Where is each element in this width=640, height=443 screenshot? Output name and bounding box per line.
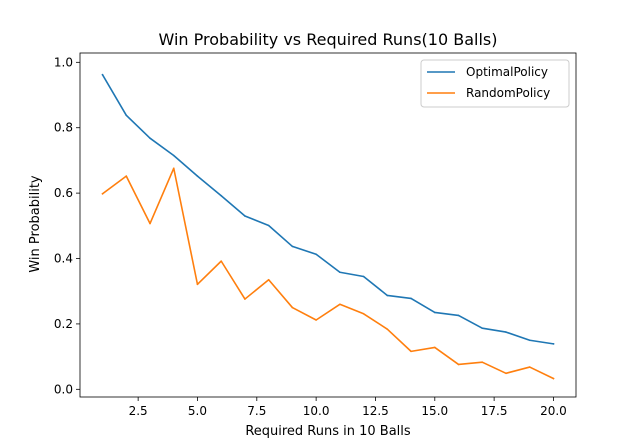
data-point-series-0-14: [433, 311, 436, 314]
data-point-series-0-17: [505, 331, 507, 333]
data-point-series-1-15: [457, 363, 460, 366]
data-point-series-0-3: [172, 154, 175, 157]
data-point-series-0-4: [196, 175, 199, 177]
data-point-series-0-6: [244, 215, 246, 217]
data-point-series-0-7: [267, 224, 270, 227]
data-point-series-0-16: [481, 327, 484, 329]
y-tick-label-2: 0.4: [54, 252, 73, 266]
data-point-series-0-13: [410, 297, 412, 300]
data-point-series-0-8: [291, 245, 294, 248]
data-point-series-1-4: [196, 283, 199, 286]
data-point-series-1-18: [528, 366, 531, 368]
x-tick-label-0: 2.5: [129, 404, 148, 418]
x-tick-label-7: 20.0: [540, 404, 567, 418]
data-point-series-1-8: [291, 306, 294, 309]
x-axis-label: Required Runs in 10 Balls: [245, 424, 411, 439]
data-point-series-1-13: [410, 350, 412, 353]
data-point-series-1-7: [267, 278, 270, 281]
y-tick-label-5: 1.0: [54, 55, 73, 69]
chart-title: Win Probability vs Required Runs(10 Ball…: [159, 30, 498, 49]
data-point-series-1-5: [220, 260, 223, 262]
y-tick-label-0: 0.0: [54, 382, 73, 396]
y-tick-label-4: 0.8: [54, 121, 73, 135]
x-tick-label-5: 15.0: [421, 404, 448, 418]
data-point-series-1-19: [552, 377, 555, 380]
data-point-series-0-1: [125, 114, 128, 117]
data-point-series-0-19: [552, 343, 555, 345]
data-point-series-1-3: [172, 167, 175, 170]
x-tick-label-1: 5.0: [188, 404, 207, 418]
data-point-series-0-0: [101, 73, 104, 76]
y-tick-label-3: 0.6: [54, 186, 73, 200]
plot-frame: [79, 52, 577, 398]
data-point-series-0-11: [362, 275, 365, 278]
x-tick-label-4: 12.5: [362, 404, 389, 418]
plot-area: [101, 73, 555, 380]
data-point-series-1-6: [244, 298, 246, 300]
axes: 2.5 5.0 7.5 10.0 12.5 15.0 17.5 20.0 0.0 0.2 0.4 0.…: [54, 52, 577, 418]
data-point-series-1-0: [101, 192, 104, 195]
series-line-1: [101, 167, 555, 380]
data-point-series-0-18: [528, 339, 531, 342]
x-tick-label-3: 10.0: [303, 404, 330, 418]
series-line-0: [101, 73, 555, 345]
data-point-series-1-14: [433, 346, 436, 349]
y-tick-label-1: 0.2: [54, 317, 73, 331]
legend: OptimalPolicy RandomPolicy: [420, 59, 570, 108]
data-point-series-1-2: [149, 222, 151, 225]
x-tick-label-2: 7.5: [247, 404, 266, 418]
data-point-series-1-17: [505, 372, 507, 375]
legend-box: [420, 59, 570, 108]
data-point-series-0-12: [386, 294, 389, 297]
data-point-series-1-12: [386, 328, 389, 330]
data-point-series-0-9: [315, 253, 317, 256]
data-point-series-1-1: [125, 175, 128, 177]
data-point-series-0-2: [149, 137, 151, 139]
data-point-series-1-11: [362, 312, 365, 315]
data-point-series-1-9: [315, 319, 317, 321]
data-point-series-1-16: [481, 361, 484, 363]
data-point-series-0-15: [457, 314, 460, 317]
legend-label-0: OptimalPolicy: [466, 65, 548, 79]
data-point-series-0-10: [339, 271, 341, 274]
y-axis-label: Win Probability: [28, 175, 43, 273]
legend-label-1: RandomPolicy: [466, 86, 550, 100]
x-tick-label-6: 17.5: [481, 404, 508, 418]
data-point-series-1-10: [339, 303, 341, 306]
data-point-series-0-5: [220, 194, 223, 197]
